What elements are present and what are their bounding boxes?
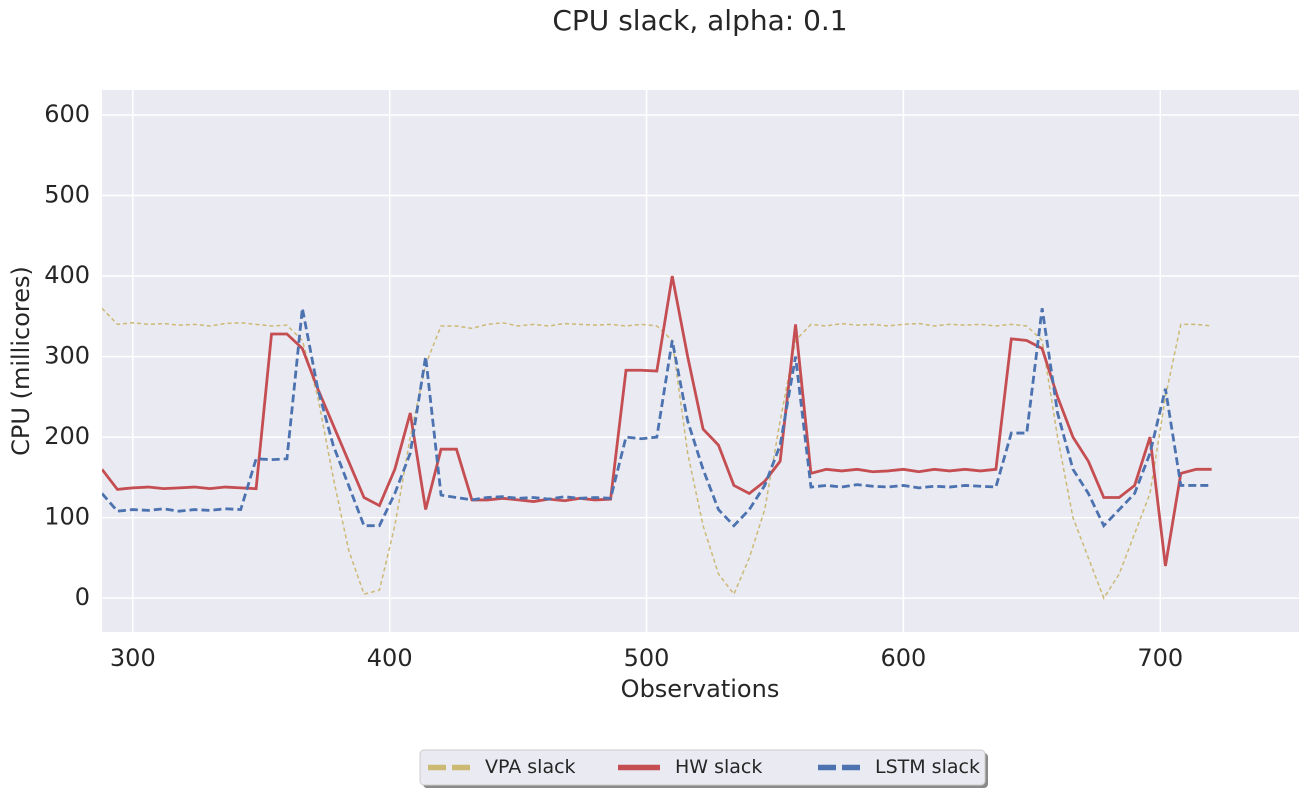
x-tick-label: 600 — [881, 644, 927, 672]
y-tick-label: 400 — [44, 261, 90, 289]
data-line — [102, 307, 1212, 529]
y-tick-label: 300 — [44, 342, 90, 370]
legend-label: LSTM slack — [875, 756, 980, 778]
y-tick-label: 0 — [75, 583, 90, 611]
x-tick-label: 500 — [624, 644, 670, 672]
data-line — [102, 275, 1212, 567]
plot-background — [102, 90, 1299, 632]
y-tick-label: 200 — [44, 422, 90, 450]
y-axis-label: CPU (millicores) — [7, 266, 35, 456]
legend-label: VPA slack — [485, 756, 576, 778]
y-tick-label: 500 — [44, 181, 90, 209]
y-tick-label: 600 — [44, 100, 90, 128]
x-axis-label: Observations — [621, 675, 780, 703]
chart-title: CPU slack, alpha: 0.1 — [552, 4, 847, 37]
x-tick-label: 400 — [367, 644, 413, 672]
legend-box — [419, 749, 986, 786]
legend-label: HW slack — [675, 756, 762, 778]
x-tick-label: 700 — [1137, 644, 1183, 672]
x-tick-label: 300 — [110, 644, 156, 672]
data-line — [102, 307, 1212, 600]
y-tick-label: 100 — [44, 503, 90, 531]
